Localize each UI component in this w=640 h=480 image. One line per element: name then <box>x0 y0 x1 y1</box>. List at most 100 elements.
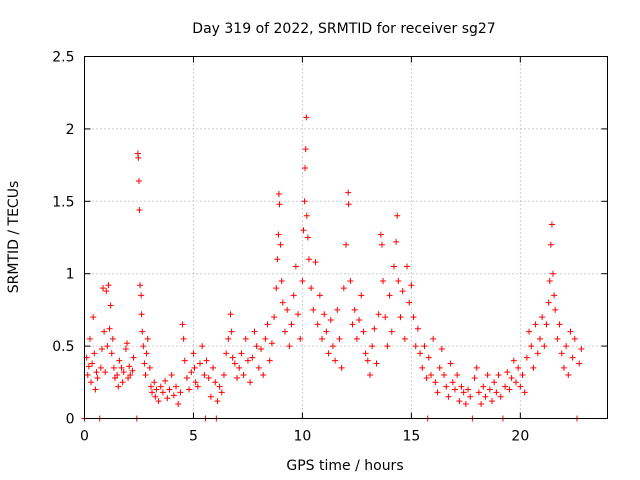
data-point <box>149 389 156 396</box>
data-point <box>548 221 555 228</box>
data-point <box>88 379 95 386</box>
data-point <box>122 345 129 352</box>
data-point <box>199 343 206 350</box>
data-point <box>264 321 271 328</box>
data-point <box>218 389 225 396</box>
data-point <box>410 314 417 321</box>
y-tick-label: 2.5 <box>52 50 74 66</box>
data-point <box>382 314 389 321</box>
data-point <box>91 350 98 357</box>
data-point <box>105 282 112 289</box>
data-point <box>276 201 283 208</box>
y-tick-label: 0.5 <box>52 339 74 355</box>
data-point <box>343 241 349 248</box>
data-point <box>240 372 247 379</box>
data-point <box>314 321 321 328</box>
data-point <box>207 393 214 400</box>
data-point <box>425 354 432 361</box>
grid <box>84 56 608 419</box>
data-point <box>135 154 142 161</box>
data-point <box>279 299 286 306</box>
data-point <box>539 314 546 321</box>
data-point <box>292 263 299 270</box>
data-point <box>203 357 210 364</box>
data-point <box>506 386 513 393</box>
data-point <box>532 321 539 328</box>
data-point <box>119 379 126 386</box>
data-point <box>297 335 304 342</box>
data-point <box>129 367 136 374</box>
data-point <box>480 383 487 390</box>
data-point <box>159 389 166 396</box>
data-point <box>223 350 230 357</box>
data-point <box>393 238 400 245</box>
data-point <box>109 335 116 342</box>
data-point <box>194 383 201 390</box>
data-point <box>188 369 195 376</box>
data-point <box>299 277 306 284</box>
data-point <box>489 398 496 405</box>
data-point <box>386 292 393 299</box>
data-point <box>104 343 111 350</box>
data-point <box>115 383 122 390</box>
data-point <box>473 364 480 371</box>
data-point <box>412 343 419 350</box>
data-point <box>571 335 578 342</box>
data-point <box>175 401 182 408</box>
data-point <box>508 374 515 381</box>
data-point <box>108 350 115 357</box>
data-point <box>384 343 391 350</box>
data-point <box>486 386 493 393</box>
data-point <box>220 372 227 379</box>
y-tick-label: 0 <box>66 412 75 428</box>
data-point <box>101 328 108 335</box>
data-point <box>332 357 339 364</box>
data-point <box>371 325 378 332</box>
data-point <box>275 191 282 198</box>
data-point <box>288 321 295 328</box>
data-point <box>353 335 360 342</box>
data-point <box>521 389 528 396</box>
data-point <box>170 392 177 399</box>
data-point <box>281 328 288 335</box>
data-point <box>89 360 96 367</box>
data-point <box>274 256 281 263</box>
data-point <box>347 277 354 284</box>
data-point <box>510 357 517 364</box>
chart-title: Day 319 of 2022, SRMTID for receiver sg2… <box>192 21 495 37</box>
data-point <box>120 369 127 376</box>
data-point <box>173 383 180 390</box>
data-point <box>146 364 153 371</box>
data-point <box>166 386 173 393</box>
data-point <box>345 201 352 208</box>
data-point <box>430 335 437 342</box>
data-point <box>310 306 317 313</box>
data-point <box>234 374 241 381</box>
data-point <box>255 364 262 371</box>
data-point <box>380 277 387 284</box>
data-point <box>271 314 278 321</box>
data-point <box>228 328 235 335</box>
data-point <box>390 263 397 270</box>
data-point <box>258 345 265 352</box>
data-point <box>406 299 413 306</box>
x-tick-label: 10 <box>294 429 312 445</box>
data-point <box>214 398 221 405</box>
data-point <box>238 350 245 357</box>
data-point <box>388 328 395 335</box>
data-point <box>366 372 373 379</box>
data-point <box>179 321 186 328</box>
data-point <box>143 350 150 357</box>
data-point <box>475 389 482 396</box>
data-point <box>502 383 509 390</box>
data-point <box>351 306 358 313</box>
data-point <box>260 372 267 379</box>
data-point <box>151 379 158 386</box>
data-point <box>303 114 310 121</box>
data-point <box>465 386 472 393</box>
data-point <box>394 212 401 219</box>
data-point <box>451 386 458 393</box>
data-point <box>356 317 363 324</box>
data-point <box>458 383 465 390</box>
data-point <box>443 383 450 390</box>
